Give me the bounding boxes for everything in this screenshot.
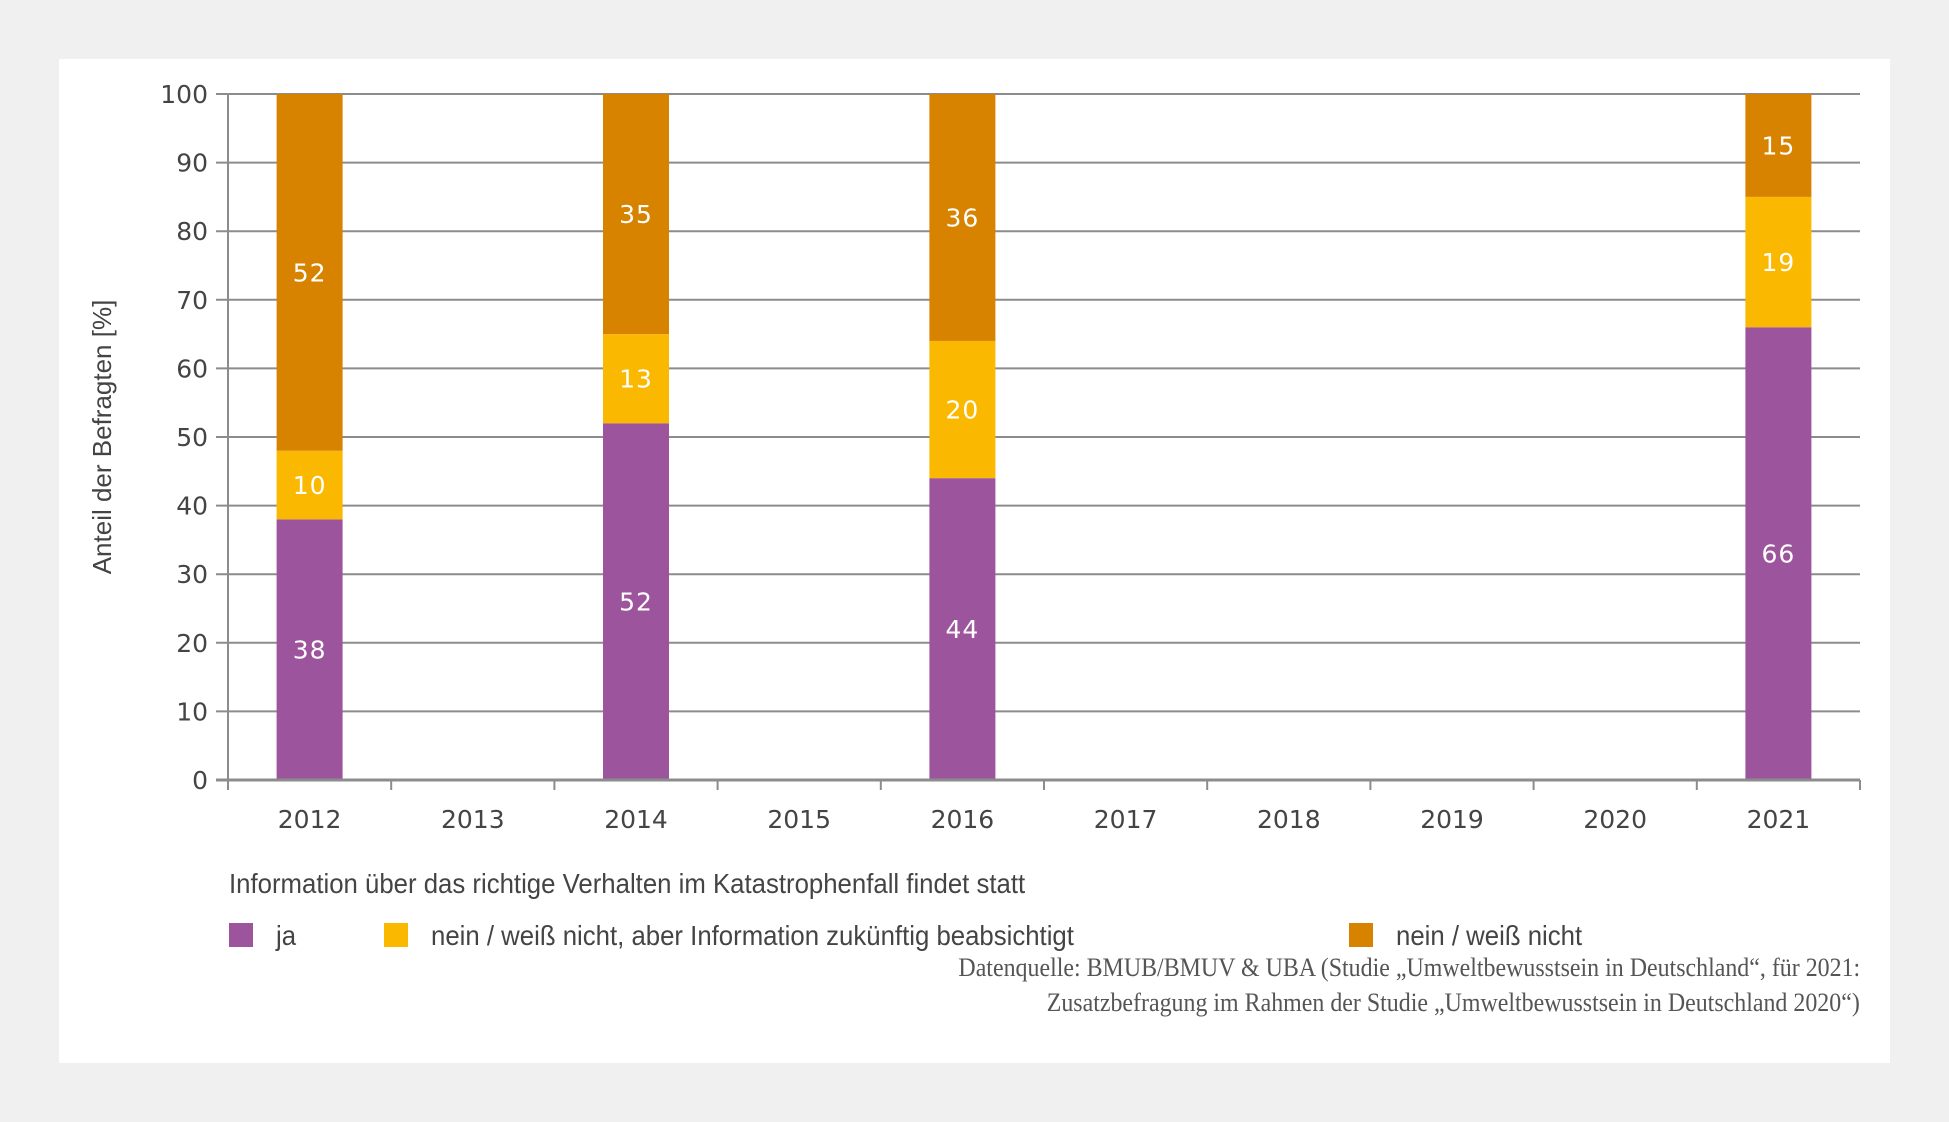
bar-segment-2021-1 (1745, 196, 1812, 328)
bar-segment-2016-1 (929, 340, 996, 479)
y-tick-label: 70 (176, 286, 208, 315)
y-axis-ticks: 0 10 20 30 40 50 60 70 80 90 100 (160, 80, 208, 795)
x-axis: 2012 2013 2014 2015 2016 2017 2018 2019 2020 2021 (216, 778, 1861, 834)
x-tick-label-2021: 2021 (1747, 805, 1811, 834)
legend-label-nein-aber-beabsichtigt: nein / weiß nicht, aber Information zukü… (431, 920, 1074, 951)
data-label-2016-0: 44 (945, 615, 979, 644)
gridlines (216, 93, 1860, 788)
x-tick-label-2012: 2012 (278, 805, 342, 834)
data-label-2012-1: 10 (293, 471, 327, 500)
bar-segment-2016-2 (929, 94, 996, 341)
data-label-2012-2: 52 (293, 258, 327, 287)
y-tick-label: 40 (176, 492, 208, 521)
y-tick-label: 60 (176, 354, 208, 383)
y-tick-label: 30 (176, 560, 208, 589)
bar-segment-2016-0 (929, 478, 996, 780)
bar-segment-2014-0 (603, 423, 669, 780)
legend-swatch-ja (229, 923, 253, 947)
bar-segment-2021-2 (1745, 94, 1812, 197)
legend-swatch-nein-aber-beabsichtigt (384, 923, 408, 947)
x-tick-label-2017: 2017 (1094, 805, 1158, 834)
source-line-1: Datenquelle: BMUB/BMUV & UBA (Studie „Um… (958, 953, 1860, 982)
x-tick-label-2013: 2013 (441, 805, 505, 834)
x-tick-label-2015: 2015 (767, 805, 831, 834)
source-line-2: Zusatzbefragung im Rahmen der Studie „Um… (1046, 988, 1860, 1017)
data-label-2014-2: 35 (619, 200, 653, 229)
legend-label-nein-weiss-nicht: nein / weiß nicht (1396, 920, 1583, 951)
y-tick-label: 0 (192, 766, 208, 795)
y-axis-title: Anteil der Befragten [%] (87, 300, 117, 575)
y-tick-label: 20 (176, 629, 208, 658)
y-tick-label: 50 (176, 423, 208, 452)
y-tick-label: 100 (160, 80, 208, 109)
x-tick-label-2018: 2018 (1257, 805, 1321, 834)
y-tick-label: 80 (176, 217, 208, 246)
data-label-2021-1: 19 (1761, 248, 1795, 277)
bar-segment-2021-0 (1745, 327, 1812, 780)
x-tick-label-2014: 2014 (604, 805, 668, 834)
bar-segment-2012-1 (276, 450, 343, 520)
data-label-2014-1: 13 (619, 365, 653, 394)
data-label-2021-0: 66 (1761, 540, 1795, 569)
bars: 38 10 52 52 13 35 44 20 36 66 19 15 (276, 94, 1812, 780)
y-tick-label: 90 (176, 149, 208, 178)
data-label-2014-0: 52 (619, 588, 653, 617)
data-label-2012-0: 38 (293, 636, 327, 665)
bar-segment-2014-2 (603, 94, 669, 335)
x-tick-label-2020: 2020 (1583, 805, 1647, 834)
data-label-2021-2: 15 (1761, 131, 1795, 160)
legend-title: Information über das richtige Verhalten … (229, 868, 1026, 899)
legend-swatch-nein-weiss-nicht (1349, 923, 1373, 947)
legend-label-ja: ja (276, 920, 297, 951)
x-tick-label-2016: 2016 (931, 805, 995, 834)
data-label-2016-2: 36 (945, 203, 979, 232)
bar-segment-2014-1 (603, 334, 669, 424)
y-tick-label: 10 (176, 697, 208, 726)
bar-segment-2012-0 (276, 519, 343, 780)
bar-segment-2012-2 (276, 94, 343, 451)
x-tick-label-2019: 2019 (1420, 805, 1484, 834)
data-label-2016-1: 20 (945, 396, 979, 425)
